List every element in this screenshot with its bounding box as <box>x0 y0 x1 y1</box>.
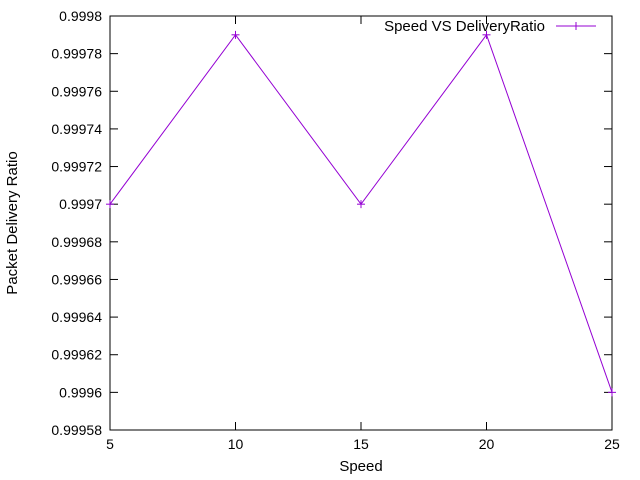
plot-frame <box>109 15 613 431</box>
y-tick-label: 0.99964 <box>51 309 102 325</box>
y-tick-label: 0.99968 <box>51 234 102 250</box>
y-tick-label: 0.99962 <box>51 347 102 363</box>
y-axis-title: Packet Delivery Ratio <box>4 151 21 294</box>
y-tick-label: 0.9997 <box>59 196 102 212</box>
series-line <box>109 33 613 393</box>
legend-marker <box>572 22 580 30</box>
y-tick-label: 0.99972 <box>51 159 102 175</box>
y-tick-label: 0.9998 <box>59 8 102 24</box>
y-tick-label: 0.99966 <box>51 271 102 287</box>
y-tick-label: 0.99978 <box>51 46 102 62</box>
data-point-marker <box>482 30 491 39</box>
series-layer <box>106 30 616 397</box>
legend-plus-marker <box>572 22 580 30</box>
x-tick-label: 20 <box>479 436 495 452</box>
x-tick-label: 10 <box>228 436 244 452</box>
data-point-marker <box>106 200 114 209</box>
y-axis: 0.99958 0.9996 0.99962 0.99964 0.99966 0.9996… <box>51 8 612 438</box>
legend-label: Speed VS DeliveryRatio <box>384 18 545 35</box>
data-point-marker <box>357 200 365 209</box>
y-tick-label: 0.99976 <box>51 83 102 99</box>
x-tick-label: 15 <box>353 436 369 452</box>
x-axis-title: Speed <box>339 458 382 475</box>
x-tick-label: 5 <box>106 436 114 452</box>
x-tick-label: 25 <box>604 436 620 452</box>
legend: Speed VS DeliveryRatio <box>384 18 596 35</box>
y-tick-label: 0.99958 <box>51 422 102 438</box>
y-tick-label: 0.99974 <box>51 121 102 137</box>
x-axis: 5 10 15 20 25 <box>106 16 620 452</box>
data-point-marker <box>231 30 240 39</box>
data-point-marker <box>608 388 616 397</box>
y-tick-label: 0.9996 <box>59 384 102 400</box>
